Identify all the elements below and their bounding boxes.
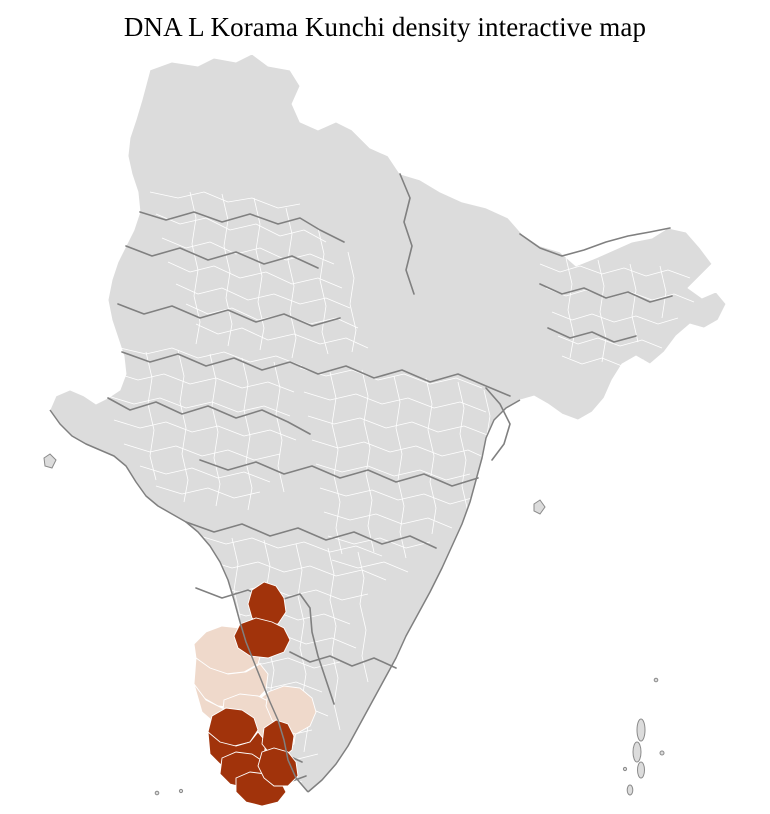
island-little-andaman[interactable]	[626, 784, 634, 796]
page-title: DNA L Korama Kunchi density interactive …	[123, 12, 647, 42]
island-dot-a[interactable]	[653, 677, 659, 683]
india-landmass[interactable]	[49, 53, 727, 793]
coastline	[49, 399, 521, 793]
region-north-telangana-district-a[interactable]	[247, 581, 287, 627]
island-dot-c[interactable]	[622, 766, 628, 772]
island-kutch-speck[interactable]	[43, 453, 57, 469]
island-groups[interactable]	[43, 453, 665, 814]
island-andaman-south[interactable]	[637, 761, 645, 779]
island-west-coast-speck[interactable]	[533, 499, 546, 515]
island-lakshadweep-a[interactable]	[154, 790, 160, 796]
map-canvas[interactable]	[0, 52, 770, 814]
india-base-outline[interactable]	[49, 53, 727, 793]
india-map-svg[interactable]	[0, 52, 770, 814]
island-andaman-middle[interactable]	[632, 741, 642, 763]
island-dot-b[interactable]	[659, 750, 665, 756]
island-andaman-north[interactable]	[636, 718, 646, 742]
island-lakshadweep-b[interactable]	[178, 788, 184, 794]
district-boundaries	[107, 191, 695, 783]
